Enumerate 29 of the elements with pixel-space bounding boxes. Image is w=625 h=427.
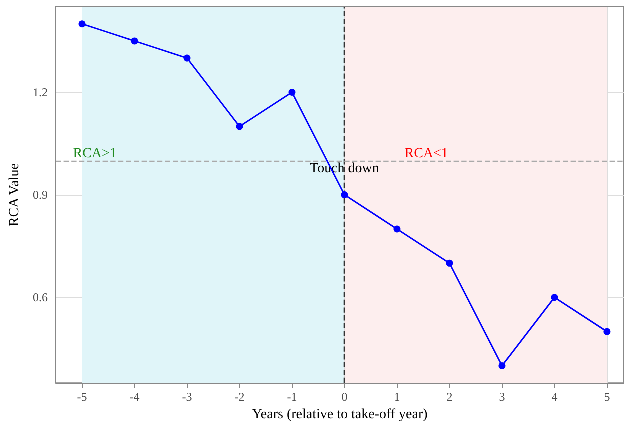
x-tick-label: 1 xyxy=(394,390,400,404)
point xyxy=(604,328,611,336)
x-tick-label: 0 xyxy=(342,390,348,404)
x-tick-label: -2 xyxy=(234,390,245,404)
x-axis-title: Years (relative to take-off year) xyxy=(252,408,428,422)
x-tick-label: -5 xyxy=(77,390,88,404)
x-tick-label: -3 xyxy=(182,390,192,404)
x-tick-label: 4 xyxy=(552,390,558,404)
point xyxy=(394,226,401,233)
x-tick-label: 3 xyxy=(499,390,506,404)
point xyxy=(78,20,86,28)
x-tick-label: 5 xyxy=(604,390,610,404)
point xyxy=(446,260,454,267)
y-axis-title: RCA Value xyxy=(8,163,22,227)
point xyxy=(184,54,191,62)
band-label: RCA>1 xyxy=(73,146,117,162)
point xyxy=(131,38,138,45)
point xyxy=(498,362,506,370)
band-label: RCA<1 xyxy=(404,146,448,162)
x-tick-label: -1 xyxy=(287,390,298,404)
y-tick-label: 0.9 xyxy=(33,188,48,202)
point xyxy=(551,294,558,302)
y-tick-label: 0.6 xyxy=(33,290,48,305)
point xyxy=(236,123,244,130)
x-tick-label: -4 xyxy=(130,390,140,404)
point xyxy=(341,192,348,199)
point xyxy=(288,88,296,96)
y-tick-label: 1.2 xyxy=(33,85,48,100)
x-tick-label: 2 xyxy=(446,390,453,404)
